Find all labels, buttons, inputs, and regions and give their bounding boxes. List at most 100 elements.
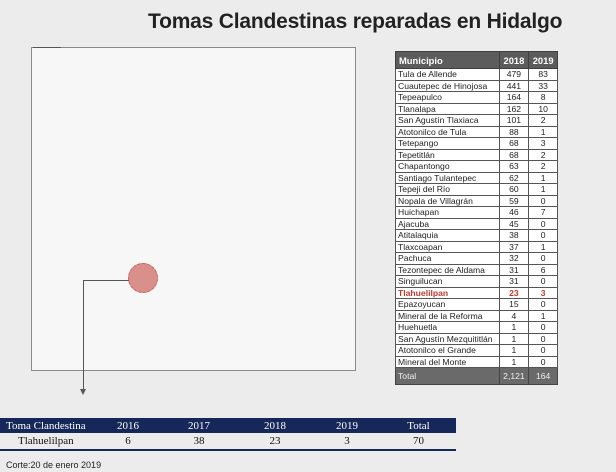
toma-value-2019: 3 [313,433,381,451]
municipio-value-2018: 31 [498,263,530,276]
municipio-value-2019: 1 [528,125,558,138]
toma-table-header: Toma Clandestina 2016 2017 2018 2019 Tot… [0,418,456,433]
municipio-value-2018: 59 [498,194,530,207]
municipio-name: Tula de Allende [395,68,500,81]
municipio-name: Tlanalapa [395,102,500,115]
municipios-table-header: Municipio 2018 2019 [395,51,558,69]
municipio-row: Singuilucan 31 0 [395,275,558,288]
toma-value-2016: 6 [95,433,161,451]
municipio-row: Huehuetla 1 0 [395,321,558,334]
municipio-value-2019: 3 [528,137,558,150]
municipio-value-2018: 46 [498,206,530,219]
footnote-cutoff-date: Corte:20 de enero 2019 [6,460,102,470]
header-2018: 2018 [498,51,530,69]
toma-municipio: Tlahuelilpan [0,433,95,451]
municipio-value-2019: 0 [528,321,558,334]
municipio-value-2018: 101 [498,114,530,127]
municipio-value-2019: 2 [528,114,558,127]
municipio-value-2019: 2 [528,148,558,161]
municipio-row: Pachuca 32 0 [395,252,558,265]
municipio-value-2019: 0 [528,332,558,345]
municipio-value-2019: 0 [528,217,558,230]
municipio-value-2018: 23 [498,286,530,299]
municipio-name: Ajacuba [395,217,500,230]
municipio-name: Singuilucan [395,275,500,288]
municipio-row: Atotonilco el Grande 1 0 [395,344,558,357]
municipio-name: Tepeji del Río [395,183,500,196]
municipio-row: Tlahuelilpan 23 3 [395,286,558,299]
municipio-row: Atotonilco de Tula 88 1 [395,125,558,138]
municipio-name: San Agustín Mezquititlán [395,332,500,345]
municipio-value-2018: 60 [498,183,530,196]
municipios-table: Municipio 2018 2019 Tula de Allende 479 83… [395,51,558,385]
municipio-row: Tepetitlán 68 2 [395,148,558,161]
total-row: Total 2,121 164 [395,367,558,385]
toma-clandestina-table: Toma Clandestina 2016 2017 2018 2019 Tot… [0,418,456,451]
municipio-name: Atotonilco el Grande [395,344,500,357]
toma-value-total: 70 [381,433,456,451]
municipio-row: Santiago Tulantepec 62 1 [395,171,558,184]
municipio-value-2019: 0 [528,344,558,357]
municipio-row: Nopala de Villagrán 59 0 [395,194,558,207]
page-title: Tomas Clandestinas reparadas en Hidalgo [148,10,563,33]
municipio-row: Atitalaquia 38 0 [395,229,558,242]
municipio-name: Atitalaquia [395,229,500,242]
municipio-value-2018: 32 [498,252,530,265]
municipio-name: San Agustín Tlaxiaca [395,114,500,127]
municipio-name: Mineral del Monte [395,355,500,368]
municipio-value-2018: 479 [498,68,530,81]
municipio-value-2019: 1 [528,240,558,253]
municipio-value-2019: 33 [528,79,558,92]
municipio-name: Atotonilco de Tula [395,125,500,138]
municipio-row: Tezontepec de Aldama 31 6 [395,263,558,276]
municipio-name: Chapantongo [395,160,500,173]
municipio-name: Pachuca [395,252,500,265]
municipio-value-2019: 1 [528,171,558,184]
municipio-name: Santiago Tulantepec [395,171,500,184]
tlahuelilpan-location-marker [128,263,158,293]
leader-arrow-icon [80,389,86,395]
municipio-value-2018: 68 [498,137,530,150]
municipio-row: Tlanalapa 162 10 [395,102,558,115]
municipio-name: Tepeapulco [395,91,500,104]
municipio-value-2018: 31 [498,275,530,288]
municipio-name: Tlaxcoapan [395,240,500,253]
municipio-row: San Agustín Tlaxiaca 101 2 [395,114,558,127]
municipio-value-2019: 3 [528,286,558,299]
toma-table-row: Tlahuelilpan 6 38 23 3 70 [0,433,456,451]
toma-value-2017: 38 [161,433,237,451]
municipio-value-2019: 0 [528,298,558,311]
municipio-value-2019: 83 [528,68,558,81]
toma-header-2017: 2017 [161,418,237,433]
municipio-name: Nopala de Villagrán [395,194,500,207]
municipio-value-2019: 0 [528,252,558,265]
municipio-row: Epazoyucan 15 0 [395,298,558,311]
header-municipio: Municipio [395,51,500,69]
total-2019: 164 [528,367,558,385]
map-panel [31,47,356,371]
municipio-row: Mineral de la Reforma 4 1 [395,309,558,322]
municipio-value-2019: 0 [528,355,558,368]
municipio-value-2018: 62 [498,171,530,184]
municipio-name: Cuautepec de Hinojosa [395,79,500,92]
municipio-value-2018: 1 [498,332,530,345]
municipio-value-2019: 7 [528,206,558,219]
municipio-value-2018: 1 [498,321,530,334]
municipio-value-2018: 441 [498,79,530,92]
municipio-value-2018: 37 [498,240,530,253]
municipio-value-2018: 1 [498,344,530,357]
municipio-value-2018: 4 [498,309,530,322]
municipio-row: Tepeji del Río 60 1 [395,183,558,196]
municipio-value-2018: 164 [498,91,530,104]
municipio-value-2019: 1 [528,309,558,322]
toma-header-2019: 2019 [313,418,381,433]
municipio-value-2018: 45 [498,217,530,230]
municipio-value-2018: 38 [498,229,530,242]
municipio-value-2019: 8 [528,91,558,104]
municipio-row: Tepeapulco 164 8 [395,91,558,104]
municipio-value-2018: 15 [498,298,530,311]
municipio-name: Tlahuelilpan [395,286,500,299]
map-corner-mark [33,47,61,48]
municipio-value-2018: 162 [498,102,530,115]
toma-header-total: Total [381,418,456,433]
